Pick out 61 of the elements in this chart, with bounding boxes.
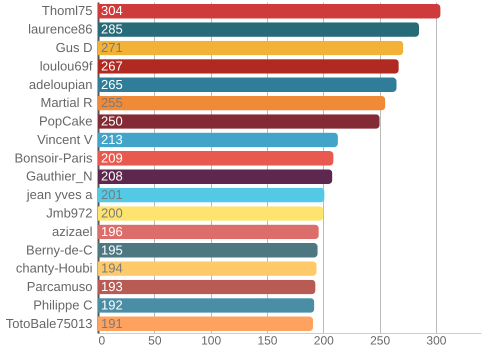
bar — [98, 280, 316, 294]
bar — [98, 77, 397, 92]
data-label: 304 — [101, 3, 123, 18]
bar — [98, 298, 314, 313]
data-label: 267 — [101, 58, 123, 74]
y-tick-label: Gauthier_N — [26, 168, 92, 184]
data-label: 201 — [101, 187, 123, 202]
y-tick-label: jean yves a — [26, 187, 94, 202]
data-label: 213 — [101, 132, 123, 147]
y-tick-label: chanty-Houbi — [16, 260, 93, 276]
y-tick-label: Thoml75 — [42, 3, 92, 18]
bar — [98, 169, 332, 184]
bar — [98, 22, 420, 37]
y-tick-label: loulou69f — [40, 58, 93, 74]
bar — [98, 316, 314, 332]
data-label: 285 — [101, 22, 123, 37]
x-tick-label: 50 — [148, 334, 162, 348]
y-tick-label: Martial R — [40, 95, 92, 110]
bar — [98, 261, 317, 276]
bar — [98, 4, 440, 18]
bar — [98, 132, 338, 148]
bar — [98, 59, 399, 74]
x-tick-label: 150 — [257, 334, 278, 348]
y-tick-label: Gus D — [56, 40, 92, 55]
bar — [98, 224, 319, 240]
bar — [98, 40, 404, 56]
bar — [98, 151, 334, 166]
data-label: 200 — [101, 205, 123, 220]
data-label: 265 — [101, 76, 123, 92]
y-tick-label: Philippe C — [33, 297, 92, 312]
y-tick-label: Bonsoir-Paris — [14, 150, 93, 166]
x-tick-label: 100 — [201, 334, 222, 348]
y-tick-label: Vincent V — [37, 132, 93, 147]
x-tick-label: 300 — [426, 334, 447, 348]
data-label: 194 — [101, 260, 123, 276]
data-label: 271 — [101, 40, 123, 55]
x-tick-label: 200 — [314, 334, 334, 348]
data-label: 193 — [101, 279, 123, 294]
y-tick-label: azizael — [52, 224, 93, 239]
y-tick-label: Berny-de-C — [26, 242, 92, 258]
y-tick-label: Parcamuso — [26, 279, 92, 294]
bar — [98, 188, 324, 202]
data-label: 192 — [101, 297, 123, 312]
data-label: 195 — [101, 242, 123, 258]
y-tick-label: TotoBale75013 — [6, 316, 92, 331]
bar — [98, 114, 380, 129]
bar — [98, 96, 386, 110]
data-label: 209 — [101, 150, 123, 166]
x-tick-label: 250 — [370, 334, 390, 348]
y-tick-label: adeloupian — [28, 76, 92, 92]
bar — [98, 206, 324, 221]
data-label: 255 — [101, 95, 123, 110]
data-label: 250 — [101, 114, 123, 129]
data-label: 196 — [101, 224, 123, 239]
data-label: 208 — [101, 168, 123, 184]
data-label: 191 — [101, 316, 123, 331]
y-tick-label: Jmb972 — [46, 205, 92, 220]
x-tick-label: 0 — [98, 334, 106, 348]
y-tick-label: laurence86 — [28, 22, 92, 37]
bar — [98, 242, 318, 258]
y-tick-label: PopCake — [39, 114, 92, 129]
